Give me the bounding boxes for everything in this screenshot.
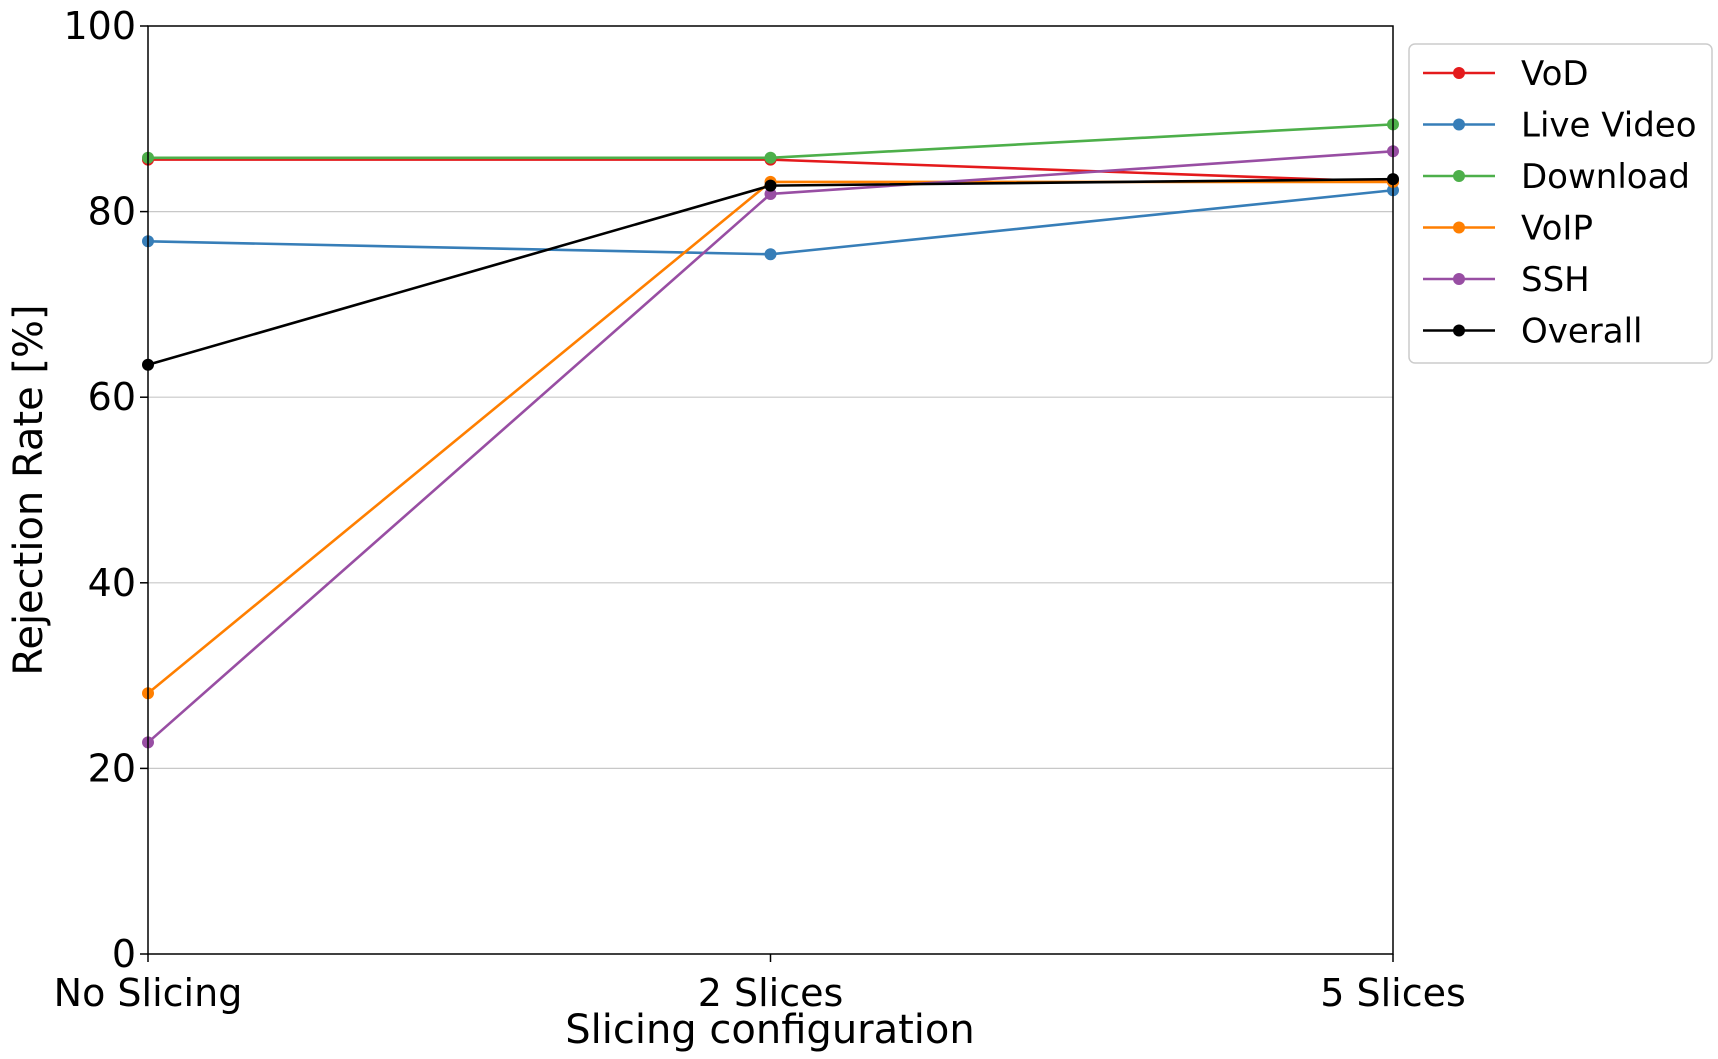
- y-axis-title: Rejection Rate [%]: [6, 304, 52, 675]
- legend-item: VoIP: [1423, 209, 1593, 249]
- legend-item: Download: [1423, 157, 1690, 197]
- legend-swatch-marker: [1453, 273, 1465, 285]
- legend-swatch-marker: [1453, 67, 1465, 79]
- x-axis-title: Slicing configuration: [565, 1007, 975, 1053]
- legend-label: Overall: [1521, 312, 1643, 352]
- grid-lines: [148, 211, 1393, 770]
- legend-swatch-marker: [1453, 221, 1465, 234]
- y-tick-label: 100: [63, 4, 136, 48]
- legend-label: SSH: [1521, 260, 1590, 300]
- legend-swatch-marker: [1453, 324, 1465, 337]
- legend-item: Live Video: [1423, 106, 1697, 146]
- legend-item: VoD: [1423, 54, 1589, 94]
- legend-label: Live Video: [1521, 106, 1697, 146]
- x-tick-label: No Slicing: [54, 971, 243, 1015]
- x-tick-label: 5 Slices: [1320, 971, 1466, 1015]
- x-tick-label: 2 Slices: [698, 971, 844, 1015]
- axis-ticks: 0 20 40 60 80 100 No Slicing 2 Slices 5 Slices: [54, 4, 1466, 1015]
- y-tick-label: 0: [112, 932, 136, 976]
- data-point: [764, 151, 777, 164]
- legend-item: Overall: [1423, 312, 1643, 352]
- legend: VoD Live Video Download VoIP SSH Overall: [1408, 43, 1713, 364]
- y-tick-label: 60: [88, 375, 136, 419]
- series-overall: [142, 173, 1399, 371]
- data-point: [764, 187, 777, 200]
- y-tick-label: 20: [88, 746, 136, 790]
- series-lines: [142, 118, 1399, 749]
- legend-item: SSH: [1423, 260, 1590, 300]
- y-tick-label: 40: [88, 561, 136, 605]
- legend-swatch-marker: [1453, 118, 1465, 131]
- data-point: [764, 179, 777, 192]
- legend-label: Download: [1521, 157, 1690, 197]
- data-point: [764, 248, 777, 261]
- y-tick-label: 80: [88, 190, 136, 234]
- legend-swatch-marker: [1453, 170, 1465, 182]
- legend-label: VoD: [1521, 54, 1589, 94]
- legend-label: VoIP: [1521, 209, 1593, 249]
